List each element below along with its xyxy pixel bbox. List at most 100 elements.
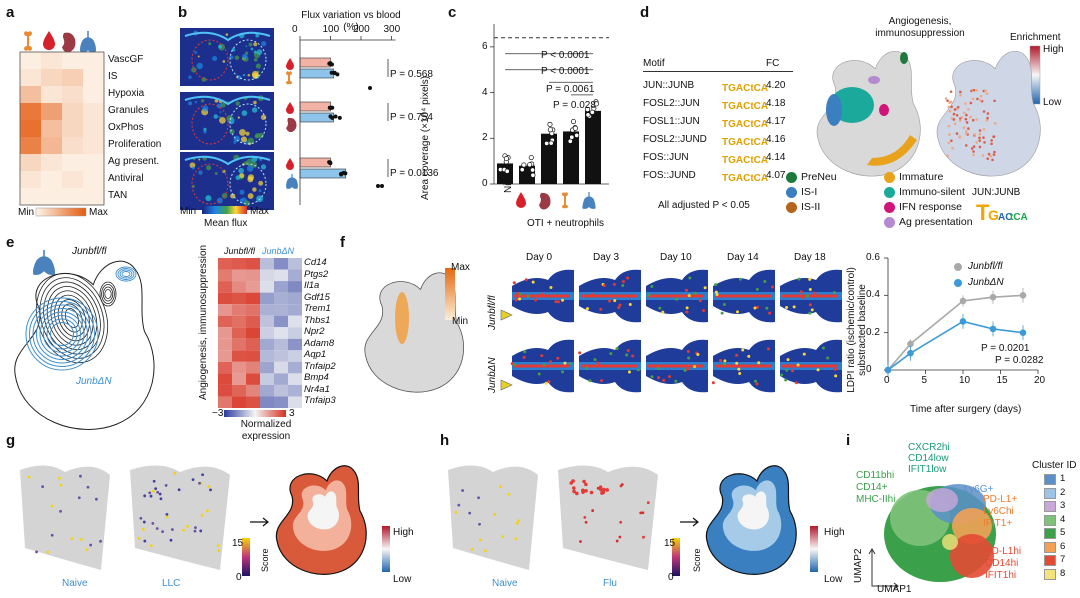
flux-bar-chart: [299, 36, 396, 205]
arrow-marker-2: [500, 379, 513, 391]
legend-dot: [786, 187, 797, 198]
area-ytick: 6: [482, 40, 488, 52]
umap-maps-d: [816, 50, 1041, 177]
heat-a-cell: [41, 69, 62, 86]
motif-name: FOS::JUND: [643, 170, 696, 181]
heat-e-cell: [246, 258, 260, 270]
day-label: Day 3: [593, 252, 620, 263]
heat-a-cell: [41, 137, 62, 154]
heat-a-cell: [62, 120, 83, 137]
flux-tick: 0: [292, 24, 298, 35]
gene-label: Trem1: [304, 303, 331, 315]
g-high: High: [393, 527, 414, 538]
heat-e-cell: [260, 304, 274, 316]
col-junb-dn: JunbΔN: [262, 246, 295, 256]
blood-icon: [43, 31, 55, 50]
legend-label: PreNeu: [801, 171, 837, 183]
heat-a-cell: [41, 52, 62, 69]
legend-label: Immature: [899, 171, 944, 183]
heat-a-cell: [62, 69, 83, 86]
umap-i: [884, 484, 996, 582]
heat-e-cell: [260, 361, 274, 374]
flux-image-3: [180, 152, 274, 210]
area-ytick: 2: [482, 132, 488, 144]
cluster-swatch: [1044, 514, 1056, 526]
heat-e-cell: [218, 327, 232, 339]
heat-e-cell: [232, 350, 246, 362]
motif-logo: TGACtCA: [722, 83, 768, 94]
label-junb-dn: JunbΔN: [76, 376, 112, 387]
panel-label-f: f: [340, 234, 345, 251]
heat-e-cell: [246, 396, 260, 408]
g-score-min: 0: [236, 572, 242, 583]
svg-text:TGACtCA: TGACtCA: [722, 101, 768, 112]
heat-e-cell: [288, 338, 302, 351]
motif-name: JUN::JUNB: [643, 80, 695, 91]
area-bar: [585, 110, 601, 184]
gene-label: Gdf15: [304, 291, 330, 303]
heat-a-row-label: OxPhos: [108, 122, 144, 133]
motif-fc: 4.16: [766, 134, 786, 145]
colorbar-a-min: Min: [18, 207, 35, 218]
colorbar-b-min: Min: [180, 206, 197, 217]
ldpi-ylabel: LDPI ratio (ischemic/control) substracte…: [846, 267, 868, 393]
heat-e-cell: [260, 269, 274, 282]
heat-e-cell: [274, 281, 288, 293]
gene-label: Thbs1: [304, 314, 331, 326]
g-low: Low: [393, 574, 412, 585]
bone-icon: [286, 71, 292, 85]
motif-table-rule: [643, 71, 793, 72]
gene-label: Bmp4: [304, 372, 329, 384]
legend-dot: [884, 172, 895, 183]
colorbar-e-max: 3: [289, 408, 295, 419]
blood-icon: [286, 102, 294, 114]
heat-e-cell: [246, 292, 260, 305]
heat-a-row-label: Proliferation: [108, 139, 162, 150]
heat-e-cell: [218, 281, 232, 293]
colorbar-e-min: −3: [212, 408, 224, 419]
heat-e-cell: [232, 373, 246, 385]
umap-f-map: [364, 272, 464, 393]
jun-junb-motif-logo: T G AC tCA: [976, 200, 1028, 225]
enrichment-low: Low: [1043, 97, 1062, 108]
heat-e-cell: [288, 292, 302, 305]
gene-label: Adam8: [304, 337, 335, 349]
cluster-label: 2: [1060, 486, 1066, 498]
cluster-swatch: [1044, 501, 1056, 512]
heat-e-cell: [218, 292, 232, 305]
motif-name: FOSL2::JUN: [643, 98, 700, 109]
flux-image-2: [180, 92, 274, 150]
ldpi-point: [884, 366, 892, 374]
area-ytick: 0: [482, 178, 488, 189]
svg-text:TGACtCA: TGACtCA: [722, 173, 768, 184]
cluster-label: 3: [1060, 500, 1066, 511]
legend-label: IS-II: [801, 201, 821, 213]
ldpi-tile: [579, 269, 641, 323]
motif-fc: 4.14: [766, 152, 786, 163]
heat-a-cell: [41, 86, 62, 103]
map-d-title: Angiogenesis, immunosuppression: [875, 16, 965, 39]
svg-text:tCA: tCA: [1010, 212, 1028, 223]
cluster-immature: [867, 135, 917, 166]
heat-e-cell: [274, 315, 288, 328]
heat-a-cell: [20, 120, 41, 137]
heatmap-e: [218, 258, 302, 408]
flux-bar-blood: [299, 101, 331, 112]
ldpi-pvalue-1: P = 0.0201: [981, 343, 1030, 354]
bone-icon: [24, 31, 32, 51]
umap-f: [364, 272, 464, 393]
heat-e-cell: [246, 384, 260, 397]
flux-bar-blood: [299, 157, 331, 168]
ldpi-legend-markers: [954, 263, 962, 287]
svg-text:AC: AC: [998, 212, 1012, 223]
heat-e-cell: [246, 338, 260, 351]
heat-a-cell: [62, 137, 83, 154]
g-naive-label: Naive: [62, 578, 88, 589]
flux-pvalue-2: P = 0.754: [390, 112, 433, 123]
heat-a-cell: [83, 137, 104, 154]
heat-e-cell: [274, 384, 288, 397]
ldpi-pvalue-2: P = 0.0282: [995, 355, 1044, 366]
flux-image-1: [180, 28, 274, 86]
heat-e-cell: [288, 361, 302, 374]
gene-label: Npr2: [304, 326, 325, 338]
